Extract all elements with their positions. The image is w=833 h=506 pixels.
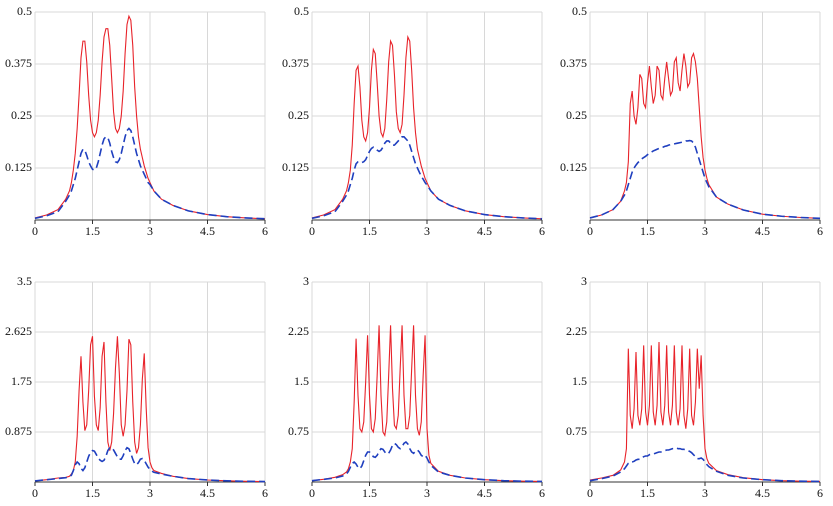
y-tick-label: 2.25 xyxy=(288,324,309,338)
y-tick-label: 0.375 xyxy=(5,56,32,70)
x-tick-label: 3 xyxy=(147,224,153,238)
x-tick-label: 0 xyxy=(587,486,593,500)
x-tick-label: 3 xyxy=(147,486,153,500)
y-tick-label: 0.25 xyxy=(11,108,32,122)
x-tick-label: 0 xyxy=(587,224,593,238)
x-tick-label: 3 xyxy=(424,224,430,238)
series-line xyxy=(34,336,266,483)
series-line xyxy=(34,446,266,483)
x-tick-label: 3 xyxy=(702,486,708,500)
series-line xyxy=(34,14,266,220)
y-tick-label: 1.5 xyxy=(572,374,587,388)
y-tick-label: 0.125 xyxy=(282,160,309,174)
y-tick-label: 3.5 xyxy=(17,274,32,288)
series-line xyxy=(34,127,266,220)
series-line xyxy=(311,325,543,483)
y-tick-label: 3 xyxy=(581,274,587,288)
series-line xyxy=(311,136,543,220)
y-tick-label: 2.625 xyxy=(5,324,32,338)
series-line xyxy=(589,139,821,220)
x-tick-label: 6 xyxy=(817,224,823,238)
y-tick-label: 0.5 xyxy=(17,4,32,18)
x-tick-label: 1.5 xyxy=(362,486,377,500)
x-tick-label: 1.5 xyxy=(362,224,377,238)
y-tick-label: 0.25 xyxy=(288,108,309,122)
y-tick-label: 0.125 xyxy=(560,160,587,174)
x-tick-label: 0 xyxy=(32,486,38,500)
series-line xyxy=(311,34,543,220)
series-line xyxy=(589,51,821,219)
x-tick-label: 4.5 xyxy=(755,224,770,238)
x-tick-label: 1.5 xyxy=(85,224,100,238)
series-line xyxy=(311,440,543,483)
y-tick-label: 0.5 xyxy=(572,4,587,18)
y-tick-label: 1.5 xyxy=(294,374,309,388)
x-tick-label: 4.5 xyxy=(477,486,492,500)
x-tick-label: 3 xyxy=(702,224,708,238)
x-tick-label: 4.5 xyxy=(755,486,770,500)
y-tick-label: 0.125 xyxy=(5,160,32,174)
x-tick-label: 4.5 xyxy=(200,486,215,500)
y-tick-label: 3 xyxy=(303,274,309,288)
x-tick-label: 6 xyxy=(539,486,545,500)
y-tick-label: 0.5 xyxy=(294,4,309,18)
x-tick-label: 1.5 xyxy=(640,486,655,500)
x-tick-label: 6 xyxy=(539,224,545,238)
y-tick-label: 0.375 xyxy=(560,56,587,70)
series-line xyxy=(589,447,821,483)
x-tick-label: 6 xyxy=(262,486,268,500)
y-tick-label: 0.375 xyxy=(282,56,309,70)
x-tick-label: 6 xyxy=(817,486,823,500)
y-tick-label: 0.875 xyxy=(5,424,32,438)
y-tick-label: 1.75 xyxy=(11,374,32,388)
x-tick-label: 0 xyxy=(309,224,315,238)
series-line xyxy=(589,341,821,483)
y-tick-label: 0.75 xyxy=(288,424,309,438)
x-tick-label: 4.5 xyxy=(200,224,215,238)
x-tick-label: 1.5 xyxy=(640,224,655,238)
y-tick-label: 0.75 xyxy=(566,424,587,438)
y-tick-label: 2.25 xyxy=(566,324,587,338)
x-tick-label: 0 xyxy=(309,486,315,500)
x-tick-label: 1.5 xyxy=(85,486,100,500)
x-tick-label: 3 xyxy=(424,486,430,500)
x-tick-label: 6 xyxy=(262,224,268,238)
x-tick-label: 4.5 xyxy=(477,224,492,238)
x-tick-label: 0 xyxy=(32,224,38,238)
y-tick-label: 0.25 xyxy=(566,108,587,122)
